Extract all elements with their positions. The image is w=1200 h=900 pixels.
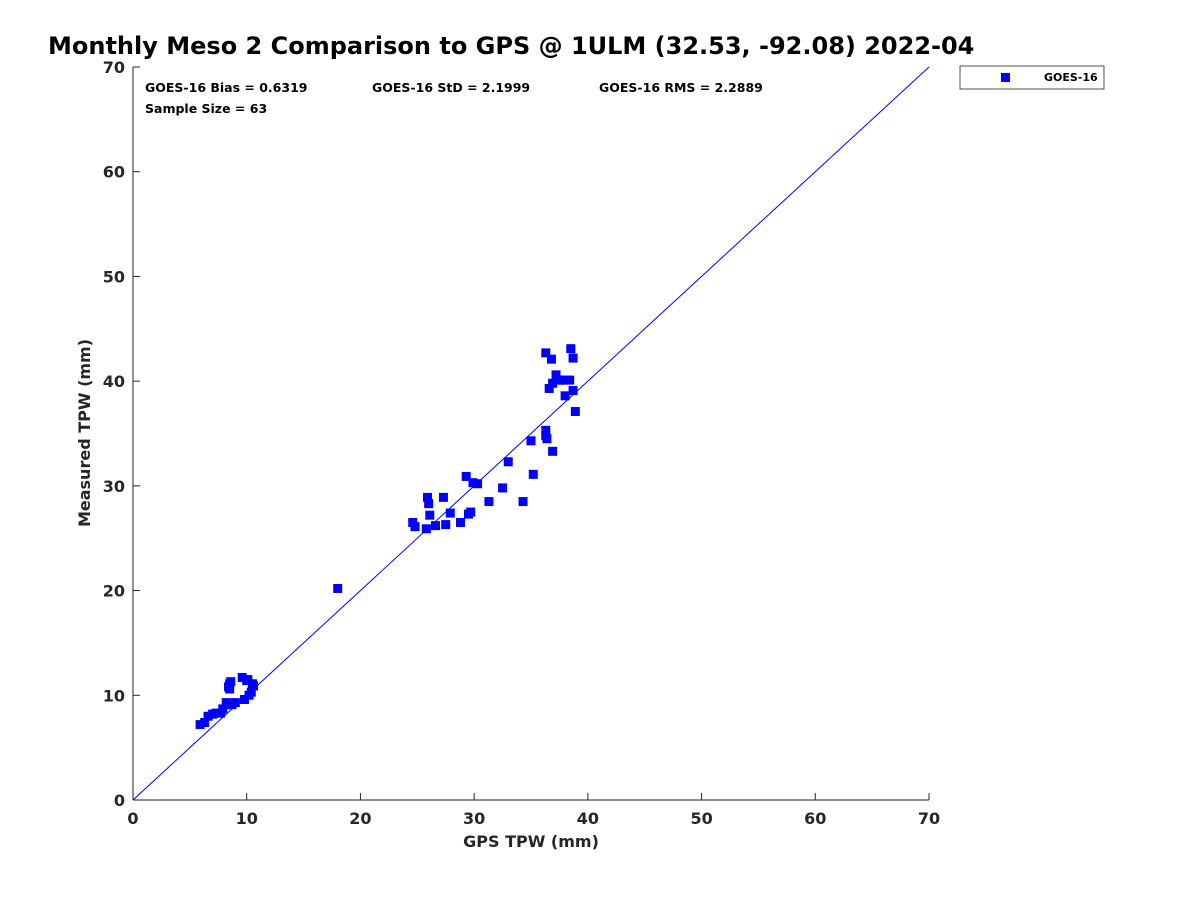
data-point (461, 471, 471, 481)
data-point (528, 469, 538, 479)
data-point (195, 720, 205, 730)
x-tick-label: 70 (918, 809, 940, 828)
data-point (541, 348, 551, 358)
data-point (570, 407, 580, 417)
data-point (542, 434, 552, 444)
x-axis-label: GPS TPW (mm) (463, 832, 599, 851)
bias-annotation: GOES-16 Bias = 0.6319 (145, 80, 307, 95)
data-point (423, 492, 433, 502)
y-tick-label: 40 (103, 372, 125, 391)
x-tick-label: 50 (690, 809, 712, 828)
data-point (225, 684, 235, 694)
legend-box (959, 65, 1105, 90)
data-point (239, 694, 249, 704)
data-point (473, 479, 483, 489)
data-point (246, 687, 256, 697)
y-tick-label: 30 (103, 477, 125, 496)
data-point (243, 675, 253, 685)
y-axis-label: Measured TPW (mm) (75, 339, 94, 527)
data-point (544, 383, 554, 393)
data-point (560, 391, 570, 401)
data-point (221, 698, 231, 708)
data-point (560, 375, 570, 385)
data-point (565, 375, 575, 385)
axes (132, 67, 929, 801)
x-tick-label: 20 (349, 809, 371, 828)
x-tick-label: 40 (577, 809, 599, 828)
y-axis-ticks: 0 10 20 30 40 50 60 70 (103, 58, 140, 810)
data-point (546, 354, 556, 364)
y-tick-label: 60 (103, 163, 125, 182)
one-to-one-reference-line (132, 66, 930, 801)
data-point (237, 672, 247, 682)
std-annotation: GOES-16 StD = 2.1999 (372, 80, 530, 95)
data-points (195, 344, 580, 730)
y-tick-label: 10 (103, 686, 125, 705)
data-point (541, 425, 551, 435)
data-point (211, 708, 221, 718)
data-point (466, 507, 476, 517)
y-tick-label: 70 (103, 58, 125, 77)
data-point (566, 344, 576, 354)
legend-marker-goes-16 (1001, 73, 1010, 82)
data-point (568, 353, 578, 363)
x-axis-ticks: 0 10 20 30 40 50 60 70 (127, 793, 940, 828)
data-point (230, 698, 240, 708)
y-tick-label: 20 (103, 582, 125, 601)
data-point (333, 583, 343, 593)
y-tick-label: 0 (114, 791, 125, 810)
data-point (526, 436, 536, 446)
data-point (503, 457, 513, 467)
data-point (424, 499, 434, 509)
chart-title: Monthly Meso 2 Comparison to GPS @ 1ULM … (48, 32, 974, 60)
x-tick-label: 60 (804, 809, 826, 828)
data-point (226, 677, 236, 687)
data-point (551, 370, 561, 380)
data-point (430, 521, 440, 531)
data-point (548, 446, 558, 456)
x-tick-label: 30 (463, 809, 485, 828)
data-point (203, 711, 213, 721)
data-point (247, 679, 257, 689)
data-point (468, 478, 478, 488)
data-point (484, 497, 494, 507)
data-point (498, 483, 508, 493)
legend: GOES-16 (959, 65, 1105, 90)
sample-size-annotation: Sample Size = 63 (145, 101, 267, 116)
legend-label-goes-16: GOES-16 (1044, 71, 1098, 84)
data-point (548, 378, 558, 388)
data-point (445, 508, 455, 518)
data-point (200, 718, 210, 728)
data-point (455, 518, 465, 528)
data-point (410, 522, 420, 532)
data-point (218, 704, 228, 714)
data-point (425, 510, 435, 520)
data-point (518, 497, 528, 507)
y-tick-label: 50 (103, 267, 125, 286)
rms-annotation: GOES-16 RMS = 2.2889 (599, 80, 763, 95)
data-point (441, 520, 451, 530)
x-tick-label: 10 (236, 809, 258, 828)
x-tick-label: 0 (127, 809, 138, 828)
data-point (438, 492, 448, 502)
data-point (568, 386, 578, 396)
data-point (421, 524, 431, 534)
